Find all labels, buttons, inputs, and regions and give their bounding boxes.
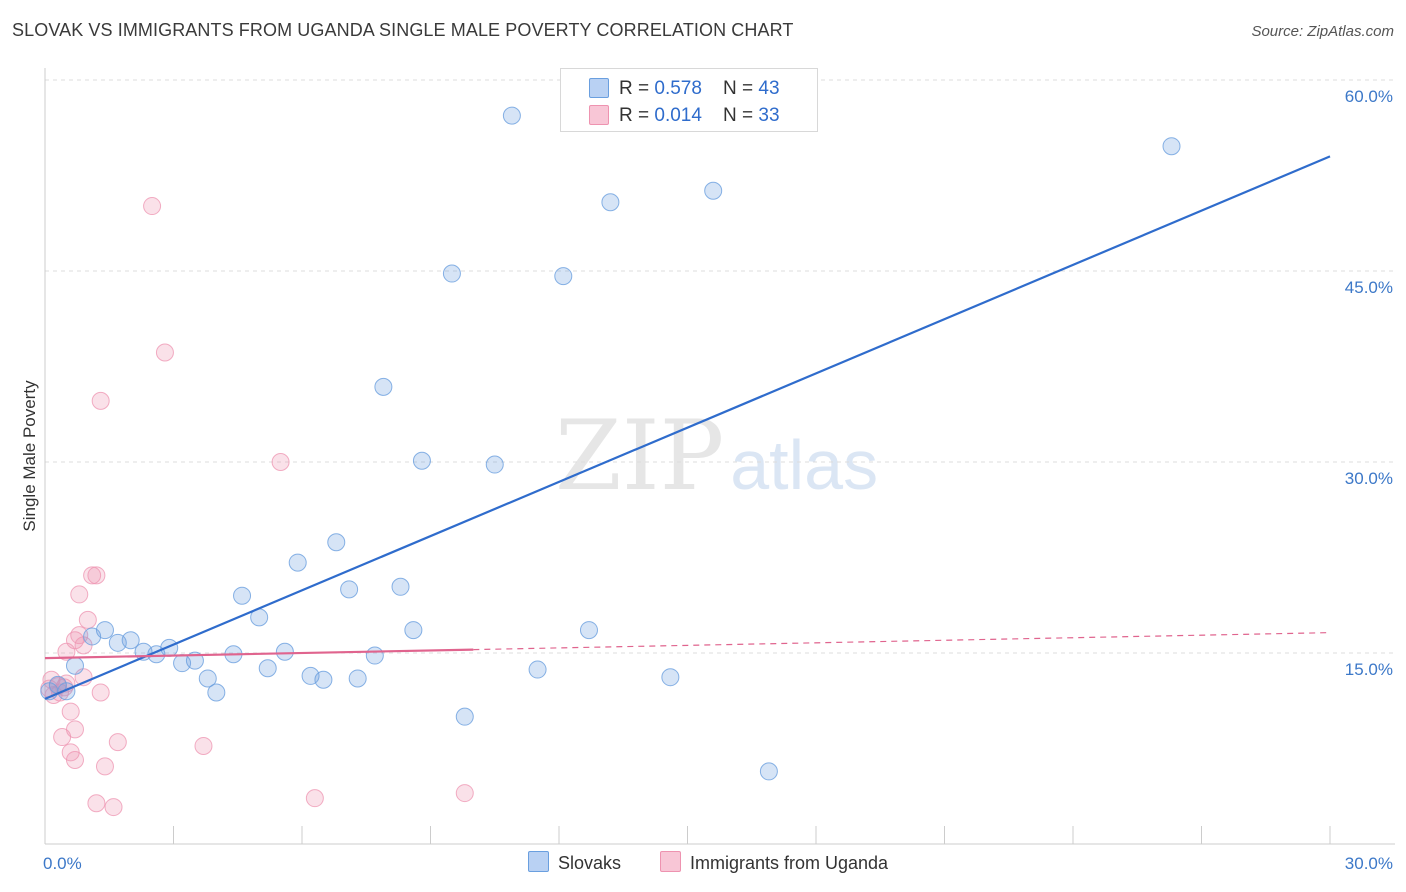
slovak-point [404,621,423,640]
legend-r-value-1: 0.578 [654,78,702,99]
slovak-point [391,577,410,596]
uganda-point [271,453,290,471]
slovak-point [554,267,573,286]
uganda-point [70,585,89,604]
slovak-point [1162,137,1181,156]
uganda-trendline-dashed [473,632,1331,651]
uganda-point [95,757,114,776]
bottom-swatch-slovaks [528,851,549,872]
uganda-point [305,789,324,808]
slovak-point [348,669,367,688]
slovak-point [198,669,217,688]
legend-r-value-2: 0.014 [654,105,702,126]
legend-n-value-2: 33 [758,105,780,126]
trendlines [44,155,1331,700]
y-tick-label-0: 15.0% [1345,660,1393,679]
slovak-point [374,377,393,396]
slovak-point [288,553,307,572]
bottom-legend-uganda-label: Immigrants from Uganda [690,853,889,873]
bottom-swatch-uganda [660,851,681,872]
uganda-point [455,784,474,803]
slovak-point [207,683,226,702]
uganda-point [83,566,102,585]
uganda-point [65,720,84,739]
chart-title: SLOVAK VS IMMIGRANTS FROM UGANDA SINGLE … [12,20,794,40]
uganda-point [91,391,110,410]
slovak-point [258,659,277,678]
slovak-point [275,642,294,661]
slovak-point [455,707,474,726]
uganda-trendline-solid [44,648,474,660]
slovak-point [412,451,431,470]
watermark-zip: ZIP [555,400,725,512]
correlation-legend: R = 0.578 N = 43 R = 0.014 N = 33 [560,68,818,132]
uganda-point [87,566,106,585]
y-tick-label-1: 30.0% [1345,469,1393,488]
slovak-point [340,580,359,599]
uganda-point [65,750,84,769]
slovak-point [661,668,680,687]
slovak-point [601,193,620,212]
watermark-atlas: atlas [730,426,879,504]
slovak-point [442,264,461,283]
slovak-trendline [44,155,1331,700]
uganda-point [91,683,110,702]
legend-n-value-1: 43 [758,78,780,99]
slovak-point [579,621,598,640]
slovak-points [40,106,1181,781]
grid [45,79,1395,654]
uganda-point [87,794,106,813]
slovak-point [233,586,252,605]
uganda-point [194,736,213,755]
y-tick-label-3: 60.0% [1345,87,1393,106]
legend-row-slovaks: R = 0.578 N = 43 [589,76,780,100]
y-axis-title: Single Male Poverty [20,380,39,532]
slovak-point [121,631,140,650]
bottom-legend-uganda: Immigrants from Uganda [660,851,888,874]
bottom-legend-slovaks: Slovaks [528,851,621,874]
uganda-points [40,197,474,817]
slovak-point [528,660,547,679]
slovak-point [704,181,723,200]
uganda-point [78,610,97,629]
legend-n-label-1: N = [723,78,759,99]
x-tick-label-0: 0.0% [43,854,82,873]
slovak-point [95,621,114,640]
uganda-point [70,626,89,645]
axes [44,68,1395,845]
slovak-point [502,106,521,125]
x-tick-label-1: 30.0% [1345,854,1393,873]
slovak-point [65,656,84,675]
legend-r-label-2: R = [619,105,655,126]
legend-row-uganda: R = 0.014 N = 33 [589,103,780,127]
uganda-point [108,733,127,752]
tick-labels: 15.0% 30.0% 45.0% 60.0% 0.0% 30.0% [43,87,1393,873]
legend-swatch-slovaks [589,78,609,98]
y-tick-label-2: 45.0% [1345,278,1393,297]
legend-n-label-2: N = [723,105,759,126]
uganda-point [104,798,123,817]
legend-swatch-uganda [589,105,609,125]
slovak-point [759,762,778,781]
legend-r-label-1: R = [619,78,655,99]
watermark: ZIPatlas [555,400,878,512]
source-label: Source: ZipAtlas.com [1251,23,1394,40]
slovak-point [365,646,384,665]
slovak-point [327,533,346,552]
slovak-point [185,651,204,670]
uganda-point [143,197,162,216]
slovak-point [314,670,333,689]
bottom-legend-slovaks-label: Slovaks [558,853,622,873]
uganda-point [61,702,80,721]
slovak-point [485,455,504,474]
uganda-point [155,343,174,362]
